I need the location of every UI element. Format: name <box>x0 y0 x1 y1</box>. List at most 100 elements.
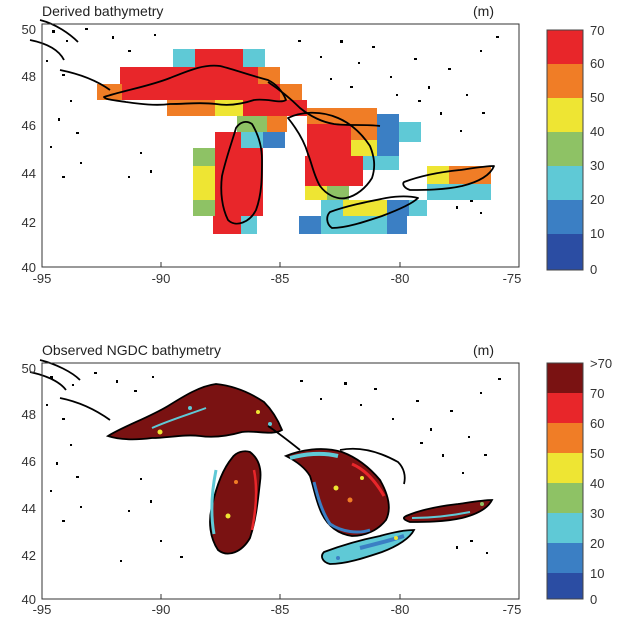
coast-speckles <box>46 28 499 214</box>
lake-ontario-shore <box>402 165 495 191</box>
colorbar-label: 20 <box>590 536 604 551</box>
colorbar-swatch <box>547 200 583 234</box>
colorbar-frame <box>546 29 584 271</box>
x-tick-label: -80 <box>391 602 410 617</box>
lake-huron-shore <box>287 111 376 200</box>
grid-cell <box>387 216 407 234</box>
colorbar-label: 0 <box>590 262 597 277</box>
shelf-contour <box>289 451 339 460</box>
x-tick-label: -90 <box>152 602 171 617</box>
grid-cell-row <box>343 200 387 216</box>
colorbar-label: 50 <box>590 90 604 105</box>
grid-cell-row <box>449 184 491 200</box>
grid-cell <box>258 67 280 84</box>
colorbar-label: 10 <box>590 226 604 241</box>
colorbar-label: 40 <box>590 476 604 491</box>
grid-cell-row <box>215 148 263 166</box>
colorbar-swatch <box>547 132 583 166</box>
y-axis: 50 48 46 44 42 40 <box>22 22 36 275</box>
unit-label: (m) <box>473 342 494 358</box>
grid-cell <box>193 200 215 216</box>
lake-huron-fill <box>283 448 390 537</box>
y-tick-label: 46 <box>22 118 36 133</box>
grid-cell <box>321 216 343 234</box>
grid-cell <box>299 216 321 234</box>
grid-cell <box>193 166 215 184</box>
lake-erie-shore <box>326 195 419 229</box>
observed-ngdc-bathymetry-panel: Observed NGDC bathymetry (m) <box>22 342 613 617</box>
grid-cell <box>167 100 217 116</box>
panel-title: Observed NGDC bathymetry <box>42 342 221 358</box>
grid-cell-row <box>215 200 263 216</box>
colorbar-swatch <box>547 64 583 98</box>
shelf-contour <box>312 481 371 534</box>
y-axis: 50 48 46 44 42 40 <box>22 361 36 607</box>
grid-cell <box>213 216 241 234</box>
y-tick-label: 42 <box>22 548 36 563</box>
colorbar: 70 60 50 40 30 20 10 0 <box>546 23 604 277</box>
lake-coastlines <box>29 19 495 229</box>
coastline-fragment <box>29 19 111 91</box>
colorbar-label: 40 <box>590 124 604 139</box>
x-axis: -95 -90 -85 -80 -75 <box>33 594 522 617</box>
grid-cell-row <box>307 108 377 124</box>
colorbar-swatch <box>547 30 583 64</box>
y-tick-label: 50 <box>22 22 36 37</box>
colorbar-label: 20 <box>590 192 604 207</box>
colorbar-label: 10 <box>590 566 604 581</box>
st-marys-river <box>267 81 381 127</box>
lake-ontario-fill <box>403 499 494 523</box>
x-tick-label: -75 <box>503 271 522 286</box>
y-tick-label: 50 <box>22 361 36 376</box>
colorbar-label: 60 <box>590 416 604 431</box>
colorbar-swatch <box>547 573 583 599</box>
grid-cell-block <box>307 124 351 156</box>
plot-frame <box>41 362 520 600</box>
lake-michigan-shore <box>220 121 263 225</box>
grid-cell <box>351 140 377 156</box>
y-tick-label: 46 <box>22 454 36 469</box>
lake-superior-shore <box>103 64 287 106</box>
grid-cell <box>477 166 491 184</box>
lake-michigan-fill <box>209 450 262 555</box>
x-tick-label: -75 <box>503 602 522 617</box>
grid-cell <box>409 200 427 216</box>
colorbar-label: 30 <box>590 158 604 173</box>
grid-cell <box>215 132 241 148</box>
y-tick-label: 40 <box>22 260 36 275</box>
grid-cell <box>427 184 449 200</box>
colorbar-swatch <box>547 234 583 270</box>
grid-cell <box>263 132 285 148</box>
grid-cell <box>305 186 327 200</box>
lake-huron <box>283 448 390 537</box>
y-tick-label: 48 <box>22 69 36 84</box>
shelf-contour <box>359 534 405 550</box>
x-tick-label: -80 <box>391 271 410 286</box>
y-tick-label: 44 <box>22 166 36 181</box>
colorbar-label: 0 <box>590 592 597 607</box>
colorbar-label: 50 <box>590 446 604 461</box>
grid-cell <box>377 132 399 156</box>
colorbar-swatch <box>547 543 583 573</box>
colorbar-swatch <box>547 453 583 483</box>
grid-cell-row <box>215 166 263 184</box>
grid-cell-row <box>343 216 387 234</box>
grid-cell <box>193 148 215 166</box>
grid-cell <box>351 124 377 140</box>
colorbar-swatch <box>547 166 583 200</box>
grid-cell <box>215 100 243 116</box>
colorbar-frame <box>546 362 584 600</box>
shelf-contour <box>151 407 207 429</box>
grid-cell-row <box>122 84 302 100</box>
colorbar-label: 60 <box>590 56 604 71</box>
shelf-contour <box>250 469 258 531</box>
x-tick-label: -95 <box>33 602 52 617</box>
shelf-contour <box>210 469 218 535</box>
colorbar-label: >70 <box>590 356 612 371</box>
grid-cell <box>321 200 343 216</box>
colorbar: >70 70 60 50 40 30 20 10 0 <box>546 356 612 607</box>
grid-cell-row <box>215 184 263 200</box>
y-tick-label: 42 <box>22 215 36 230</box>
x-tick-label: -85 <box>271 271 290 286</box>
